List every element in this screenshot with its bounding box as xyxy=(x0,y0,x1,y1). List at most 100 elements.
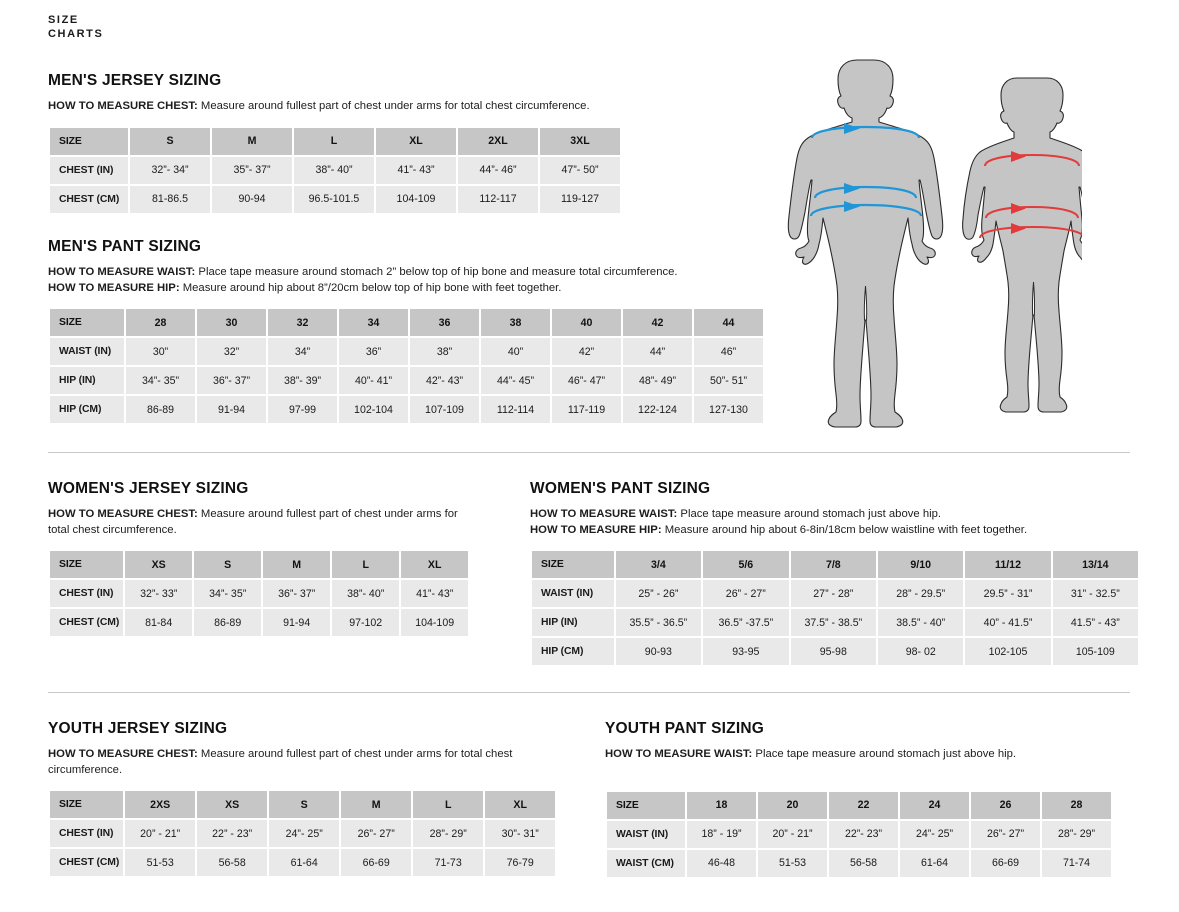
row-header: CHEST (IN) xyxy=(50,820,124,847)
table-wrap-mens-pant: SIZE 28 30 32 34 36 38 40 42 44 WAIST (IN) 30” 32” 34… xyxy=(48,307,808,425)
table-cell: 44”- 46” xyxy=(458,156,538,184)
table-cell: 117-119 xyxy=(552,396,621,423)
row-header: HIP (CM) xyxy=(532,638,614,665)
section-title-mens-pant: MEN'S PANT SIZING xyxy=(48,238,202,255)
row-header: HIP (IN) xyxy=(50,367,124,394)
table-cell: 35.5” - 36.5” xyxy=(615,609,702,636)
column-header: 9/10 xyxy=(878,551,964,578)
size-table: SIZE 18 20 22 24 26 28 WAIST (IN) 18” - 19” 20” -… xyxy=(605,790,1113,879)
column-header: S xyxy=(130,127,210,155)
table-cell: 44” xyxy=(623,338,692,365)
column-header: 5/6 xyxy=(703,551,789,578)
howto-label: HOW TO MEASURE WAIST: xyxy=(605,748,753,760)
table-cell: 41”- 43” xyxy=(401,580,469,607)
female-chest-tape-arrow-icon xyxy=(1011,151,1026,162)
table-cell: 90-94 xyxy=(212,185,292,213)
table-cell: 32”- 34” xyxy=(130,156,210,184)
column-header: S xyxy=(269,791,340,818)
table-cell: 28”- 29” xyxy=(1042,820,1111,848)
howto-text: Place tape measure around stomach just a… xyxy=(677,508,942,520)
row-header: HIP (CM) xyxy=(50,396,124,423)
table-cell: 46”- 47” xyxy=(552,367,621,394)
column-header: 36 xyxy=(410,309,479,336)
column-header: 26 xyxy=(971,791,1040,819)
howto-line: HOW TO MEASURE WAIST: Place tape measure… xyxy=(530,507,1140,523)
row-header: WAIST (IN) xyxy=(532,580,614,607)
section-youth-jersey: YOUTH JERSEY SIZING HOW TO MEASURE CHEST… xyxy=(48,720,568,878)
table-cell: 81-86.5 xyxy=(130,185,210,213)
table-cell: 30” xyxy=(126,338,195,365)
howto-text: Place tape measure around stomach 2” bel… xyxy=(195,266,678,278)
howto-line: HOW TO MEASURE CHEST: Measure around ful… xyxy=(48,99,748,115)
row-header: WAIST (IN) xyxy=(607,820,685,848)
table-header-row: SIZE XS S M L XL xyxy=(50,551,469,578)
howto-womens-pant: HOW TO MEASURE WAIST: Place tape measure… xyxy=(530,507,1140,538)
column-header: 13/14 xyxy=(1052,551,1138,578)
table-wrap-womens-pant: SIZE 3/4 5/6 7/8 9/10 11/12 13/14 WAIST (IN) 25”… xyxy=(530,549,1140,667)
column-header: XS xyxy=(125,551,193,578)
column-header: XS xyxy=(197,791,268,818)
howto-text: Measure around hip about 6-8in/18cm belo… xyxy=(661,523,1028,536)
table-cell: 86-89 xyxy=(126,396,195,423)
female-hip-tape-arrow-icon xyxy=(1011,223,1026,234)
table-cell: 38”- 40” xyxy=(332,580,400,607)
table-wrap-youth-pant: SIZE 18 20 22 24 26 28 WAIST (IN) 18” - 19” 20” -… xyxy=(605,790,1135,879)
column-header: 2XL xyxy=(458,127,538,155)
table-cell: 98- 02 xyxy=(878,638,964,665)
table-cell: 41”- 43” xyxy=(376,156,456,184)
howto-label: HOW TO MEASURE HIP: xyxy=(530,523,662,536)
measurement-illustration xyxy=(782,46,1082,438)
section-title-womens-pant: WOMEN'S PANT SIZING xyxy=(530,480,711,497)
table-cell: 40” - 41.5” xyxy=(965,609,1051,636)
table-header-row: SIZE 2XS XS S M L XL xyxy=(50,791,556,818)
howto-label: HOW TO MEASURE WAIST: xyxy=(48,266,196,278)
male-hip-tape-icon xyxy=(809,203,923,217)
table-cell: 56-58 xyxy=(197,849,268,876)
table-cell: 31” - 32.5” xyxy=(1052,580,1138,607)
howto-womens-jersey: HOW TO MEASURE CHEST: Measure around ful… xyxy=(48,507,468,538)
column-header: 22 xyxy=(829,791,898,819)
table-cell: 32”- 33” xyxy=(125,580,193,607)
table-cell: 28”- 29” xyxy=(413,820,484,847)
table-cell: 91-94 xyxy=(263,609,331,636)
female-waist-tape-arrow-icon xyxy=(1011,203,1026,214)
table-row: HIP (CM) 90-93 93-95 95-98 98- 02 102-105 105-… xyxy=(532,638,1138,665)
table-cell: 90-93 xyxy=(615,638,702,665)
column-header: 30 xyxy=(197,309,266,336)
table-cell: 38”- 39” xyxy=(268,367,337,394)
column-header-size: SIZE xyxy=(50,791,124,818)
row-header: CHEST (CM) xyxy=(50,849,124,876)
table-cell: 48”- 49” xyxy=(623,367,692,394)
column-header: 34 xyxy=(339,309,408,336)
table-cell: 34”- 35” xyxy=(126,367,195,394)
row-header: HIP (IN) xyxy=(532,609,614,636)
column-header-size: SIZE xyxy=(50,127,128,155)
column-header: 38 xyxy=(481,309,550,336)
male-body-silhouette xyxy=(787,59,944,428)
table-row: WAIST (CM) 46-48 51-53 56-58 61-64 66-69 71-74 xyxy=(607,849,1111,877)
table-cell: 122-124 xyxy=(623,396,692,423)
column-header: 28 xyxy=(126,309,195,336)
howto-text: Measure around fullest part of chest und… xyxy=(197,100,590,112)
howto-label: HOW TO MEASURE CHEST: xyxy=(48,748,198,760)
section-title-mens-jersey: MEN'S JERSEY SIZING xyxy=(48,72,222,89)
table-row: CHEST (CM) 81-86.5 90-94 96.5-101.5 104-109 1… xyxy=(50,185,620,213)
table-cell: 22”- 23” xyxy=(829,820,898,848)
table-cell: 40”- 41” xyxy=(339,367,408,394)
table-cell: 46” xyxy=(694,338,763,365)
table-cell: 41.5” - 43” xyxy=(1052,609,1138,636)
table-row: HIP (CM) 86-89 91-94 97-99 102-104 107-109 112… xyxy=(50,396,763,423)
table-cell: 26”- 27” xyxy=(971,820,1040,848)
table-header-row: SIZE S M L XL 2XL 3XL xyxy=(50,127,620,155)
table-row: CHEST (CM) 51-53 56-58 61-64 66-69 71-73 76-79 xyxy=(50,849,556,876)
table-cell: 56-58 xyxy=(829,849,898,877)
column-header: 28 xyxy=(1042,791,1111,819)
table-cell: 71-73 xyxy=(413,849,484,876)
section-mens-jersey: MEN'S JERSEY SIZING HOW TO MEASURE CHEST… xyxy=(48,72,748,215)
section-mens-pant: MEN'S PANT SIZING HOW TO MEASURE WAIST: … xyxy=(48,238,808,425)
table-row: WAIST (IN) 18” - 19” 20” - 21” 22”- 23” 24”-… xyxy=(607,820,1111,848)
size-table: SIZE XS S M L XL CHEST (IN) 32”- 33” 34”- 35” 36”… xyxy=(48,549,470,638)
howto-label: HOW TO MEASURE CHEST: xyxy=(48,508,198,520)
table-cell: 42” xyxy=(552,338,621,365)
